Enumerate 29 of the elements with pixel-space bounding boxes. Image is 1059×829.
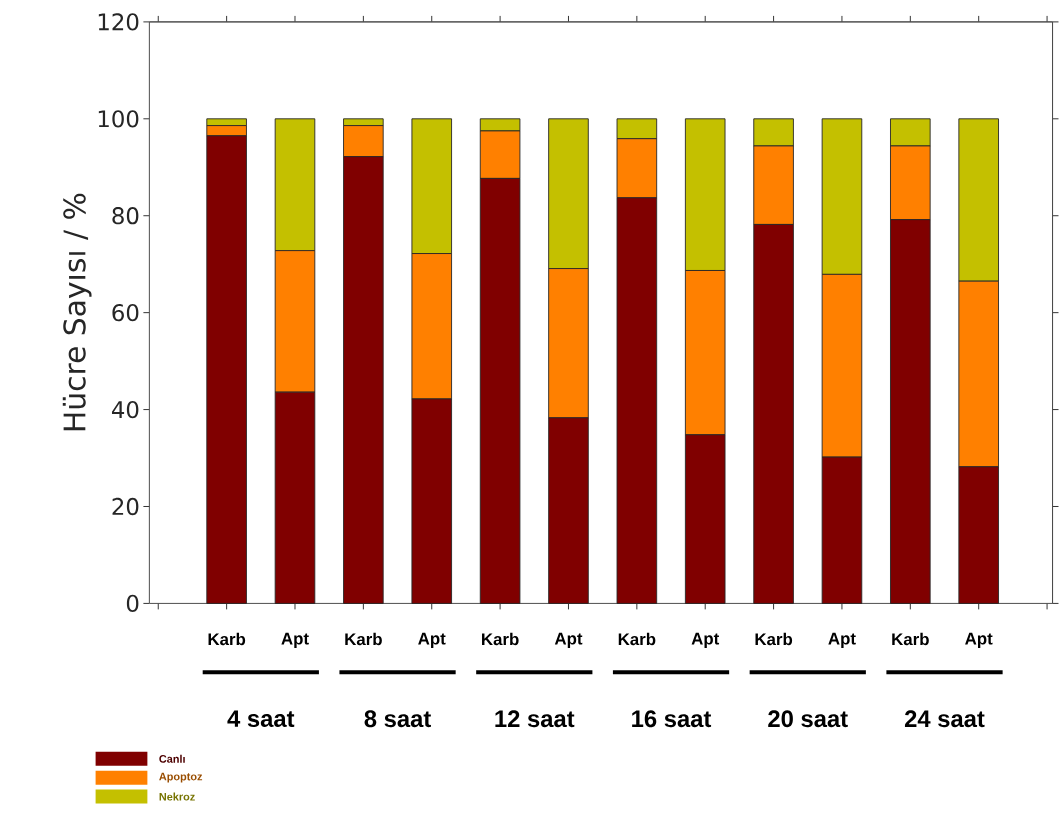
y-tick-label: 40 xyxy=(111,400,139,418)
y-tick-label: 100 xyxy=(98,109,139,128)
x-tick-label: Apt xyxy=(281,632,309,648)
y-tick-label: 80 xyxy=(112,206,139,225)
x-tick-label: Apt xyxy=(965,632,993,648)
text: 16 saat xyxy=(632,710,712,727)
x-tick-label: Karb xyxy=(345,632,382,645)
y-tick-label: 20 xyxy=(112,497,139,515)
x-tick-label: Karb xyxy=(755,632,793,645)
x-tick-label: Apt xyxy=(691,632,720,648)
text: 4 saat xyxy=(227,710,295,727)
x-tick-label: Apt xyxy=(554,632,583,648)
text: 12 saat xyxy=(495,710,575,727)
text: 20 saat xyxy=(768,710,848,727)
x-tick-label: Karb xyxy=(892,632,929,645)
text: 24 saat xyxy=(904,710,985,727)
x-tick-label: Karb xyxy=(618,632,656,645)
y-axis-title: Hücre Sayısı / % xyxy=(62,193,92,430)
legend-label: Nekroz xyxy=(159,792,195,801)
text: 8 saat xyxy=(364,710,431,727)
y-tick-label: 0 xyxy=(126,594,139,612)
x-tick-label: Karb xyxy=(208,632,246,645)
y-tick-label: 120 xyxy=(98,13,139,31)
x-tick-label: Apt xyxy=(418,632,446,648)
legend-label: Apoptoz xyxy=(159,772,203,783)
legend-label: Canlı xyxy=(159,754,185,763)
y-tick-label: 60 xyxy=(112,303,139,322)
x-tick-label: Karb xyxy=(482,632,519,645)
x-tick-label: Apt xyxy=(828,632,856,648)
